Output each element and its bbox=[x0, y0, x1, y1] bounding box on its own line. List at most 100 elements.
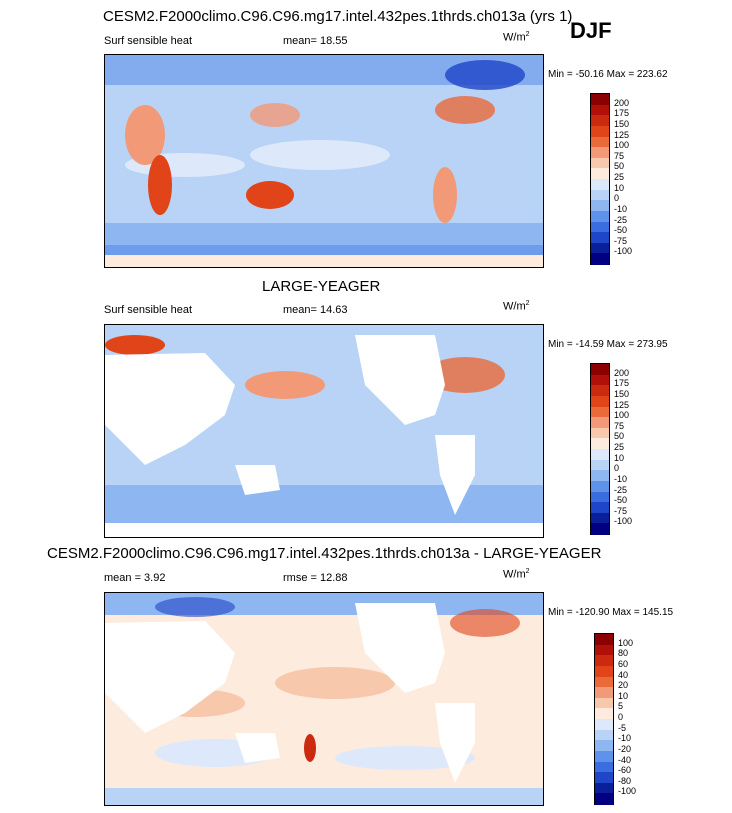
colorbar-cell bbox=[591, 104, 609, 116]
colorbar-cell bbox=[595, 740, 613, 752]
colorbar-tick-label: 10 bbox=[614, 452, 625, 463]
colorbar-tick-label: 0 bbox=[614, 463, 620, 474]
colorbar-tick-label: -75 bbox=[614, 235, 628, 246]
panel3-map bbox=[104, 592, 544, 806]
colorbar-cell bbox=[591, 125, 609, 137]
colorbar-cell bbox=[591, 168, 609, 180]
colorbar-tick-label: 40 bbox=[618, 669, 629, 680]
panel3-units: W/m2 bbox=[503, 568, 530, 581]
panel2-units: W/m2 bbox=[503, 300, 530, 313]
colorbar-tick-label: -50 bbox=[614, 495, 628, 506]
colorbar-cell bbox=[591, 470, 609, 482]
colorbar-cell bbox=[591, 523, 609, 535]
colorbar-cell bbox=[595, 697, 613, 709]
colorbar-tick-label: 10 bbox=[618, 690, 629, 701]
colorbar-tick-label: 100 bbox=[614, 410, 630, 421]
colorbar-tick-label: 25 bbox=[614, 442, 625, 452]
colorbar-cell bbox=[595, 676, 613, 688]
colorbar-cell bbox=[591, 157, 609, 169]
colorbar-cell bbox=[595, 644, 613, 656]
panel3-title: CESM2.F2000climo.C96.C96.mg17.intel.432p… bbox=[47, 545, 602, 562]
colorbar-tick-label: 0 bbox=[614, 193, 620, 204]
panel1-variable-label: Surf sensible heat bbox=[104, 35, 193, 47]
colorbar-tick-label: -40 bbox=[618, 754, 632, 765]
colorbar-cell bbox=[591, 438, 609, 450]
colorbar-tick-label: -75 bbox=[614, 505, 628, 516]
colorbar-cell bbox=[591, 364, 609, 376]
panel1-units: W/m2 bbox=[503, 31, 530, 44]
colorbar-tick-label: 25 bbox=[614, 172, 625, 182]
colorbar-cell bbox=[591, 210, 609, 222]
colorbar-cell bbox=[591, 395, 609, 407]
colorbar-tick-label: 175 bbox=[614, 378, 630, 389]
colorbar-cell bbox=[591, 221, 609, 233]
colorbar-cell bbox=[591, 491, 609, 503]
colorbar-cell bbox=[595, 793, 613, 805]
panel3-minmax: Min = -120.90 Max = 145.15 bbox=[548, 607, 674, 618]
colorbar-cell bbox=[591, 417, 609, 429]
colorbar-cell bbox=[591, 115, 609, 127]
colorbar-tick-label: -10 bbox=[618, 733, 632, 744]
colorbar-cell bbox=[591, 179, 609, 191]
colorbar-cell bbox=[591, 427, 609, 439]
colorbar-tick-label: 200 bbox=[614, 367, 630, 378]
colorbar-tick-label: 125 bbox=[614, 399, 630, 410]
colorbar-tick-label: 150 bbox=[614, 118, 630, 129]
colorbar-cell bbox=[591, 232, 609, 244]
colorbar-cell bbox=[595, 719, 613, 731]
colorbar-cell bbox=[591, 502, 609, 514]
panel1-colorbar bbox=[590, 93, 610, 265]
panel2-variable-label: Surf sensible heat bbox=[104, 304, 193, 316]
colorbar-cell bbox=[591, 406, 609, 418]
colorbar-tick-label: -100 bbox=[618, 786, 637, 797]
colorbar-tick-label: 100 bbox=[618, 637, 634, 648]
panel3-mean-label: mean = 3.92 bbox=[104, 572, 166, 584]
colorbar-cell bbox=[591, 449, 609, 461]
panel2-title: LARGE-YEAGER bbox=[262, 278, 381, 295]
colorbar-tick-label: 60 bbox=[618, 658, 629, 669]
colorbar-tick-label: -100 bbox=[614, 516, 633, 527]
panel2-colorbar bbox=[590, 363, 610, 535]
colorbar-tick-label: 10 bbox=[614, 182, 625, 193]
colorbar-cell bbox=[591, 136, 609, 148]
colorbar-tick-label: 125 bbox=[614, 129, 630, 140]
colorbar-cell bbox=[591, 253, 609, 265]
colorbar-tick-label: -60 bbox=[618, 765, 632, 776]
colorbar-tick-label: 200 bbox=[614, 97, 630, 108]
colorbar-cell bbox=[591, 200, 609, 212]
colorbar-cell bbox=[591, 94, 609, 106]
colorbar-cell bbox=[591, 459, 609, 471]
panel1-minmax: Min = -50.16 Max = 223.62 bbox=[548, 69, 668, 80]
colorbar-tick-label: 50 bbox=[614, 431, 625, 442]
colorbar-cell bbox=[595, 772, 613, 784]
colorbar-cell bbox=[595, 687, 613, 699]
panel3-colorbar bbox=[594, 633, 614, 805]
colorbar-cell bbox=[595, 634, 613, 646]
colorbar-cell bbox=[591, 189, 609, 201]
panel2-map bbox=[104, 324, 544, 538]
colorbar-tick-label: 5 bbox=[618, 701, 624, 712]
colorbar-cell bbox=[595, 750, 613, 762]
colorbar-cell bbox=[595, 782, 613, 794]
panel1-map bbox=[104, 54, 544, 268]
colorbar-tick-label: 100 bbox=[614, 140, 630, 151]
colorbar-cell bbox=[591, 512, 609, 524]
colorbar-tick-label: 20 bbox=[618, 680, 629, 691]
colorbar-tick-label: 80 bbox=[618, 648, 629, 659]
panel2-map-svg bbox=[105, 325, 543, 537]
colorbar-tick-label: -20 bbox=[618, 743, 632, 754]
colorbar-tick-label: -50 bbox=[614, 225, 628, 236]
colorbar-cell bbox=[591, 147, 609, 159]
colorbar-cell bbox=[591, 242, 609, 254]
panel1-map-svg bbox=[105, 55, 543, 267]
colorbar-tick-label: 175 bbox=[614, 108, 630, 119]
colorbar-tick-label: -25 bbox=[614, 484, 628, 495]
colorbar-cell bbox=[595, 729, 613, 741]
colorbar-tick-label: -10 bbox=[614, 203, 628, 214]
colorbar-tick-label: 75 bbox=[614, 420, 625, 431]
colorbar-cell bbox=[595, 665, 613, 677]
panel3-rmse-label: rmse = 12.88 bbox=[283, 572, 348, 584]
colorbar-tick-label: 0 bbox=[618, 712, 624, 722]
colorbar-tick-label: 150 bbox=[614, 388, 630, 399]
colorbar-tick-label: -80 bbox=[618, 775, 632, 786]
